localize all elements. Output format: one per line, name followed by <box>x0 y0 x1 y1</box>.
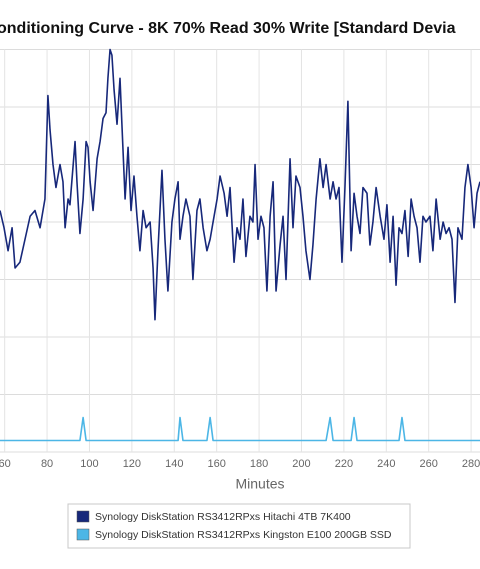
x-tick-label: 60 <box>0 458 11 470</box>
chart-title: onditioning Curve - 8K 70% Read 30% Writ… <box>0 20 456 37</box>
legend-swatch <box>76 510 90 523</box>
data-line <box>0 416 480 442</box>
x-tick-label: 200 <box>292 458 310 470</box>
x-tick-label: 240 <box>377 458 395 470</box>
x-tick-label: 160 <box>207 458 225 470</box>
x-tick-label: 260 <box>420 458 438 470</box>
legend-label: Synology DiskStation RS3412RPxs Kingston… <box>95 529 392 541</box>
x-tick-label: 100 <box>80 458 98 470</box>
x-tick-label: 220 <box>335 458 353 470</box>
legend-box <box>67 503 411 549</box>
x-tick-label: 80 <box>41 458 53 470</box>
x-tick-label: 180 <box>250 458 268 470</box>
x-axis-label: Minutes <box>235 476 284 492</box>
x-tick-label: 280 <box>462 458 480 470</box>
data-line <box>0 48 480 321</box>
x-tick-label: 120 <box>123 458 141 470</box>
legend-swatch <box>76 528 90 541</box>
x-tick-label: 140 <box>165 458 183 470</box>
legend-label: Synology DiskStation RS3412RPxs Hitachi … <box>95 511 351 523</box>
